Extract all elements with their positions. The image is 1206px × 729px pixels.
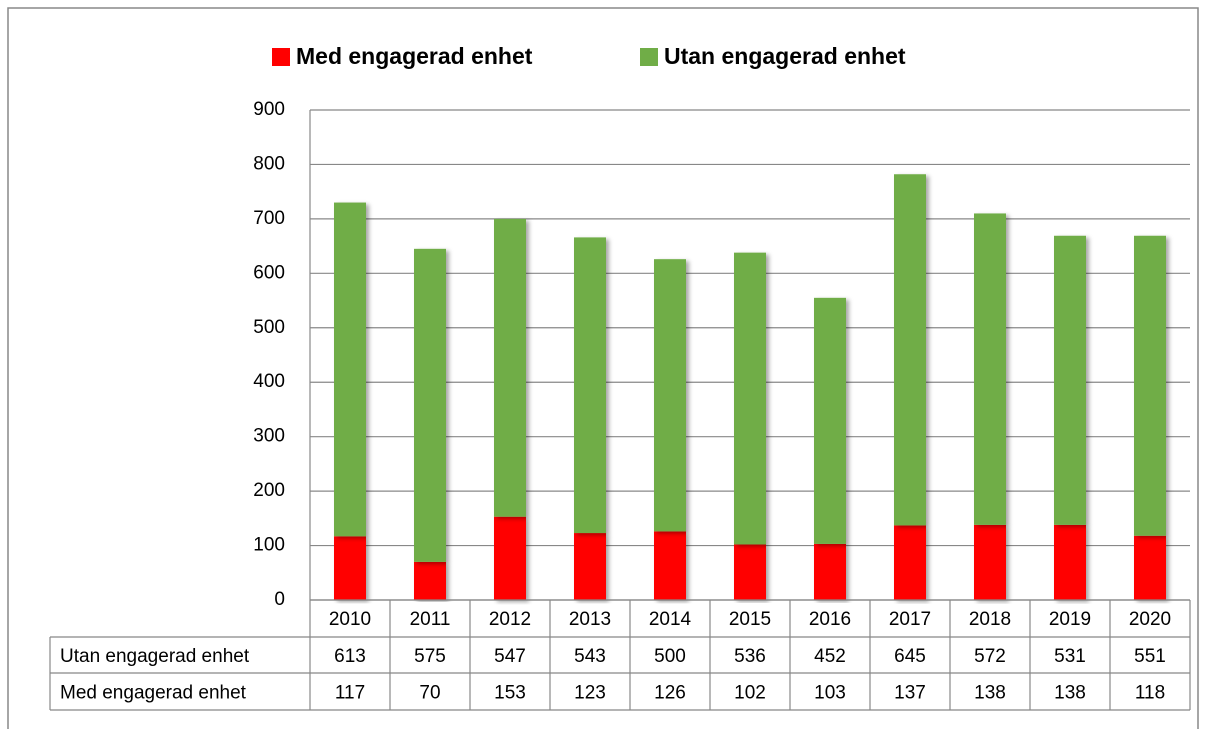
bar [574, 533, 606, 600]
x-tick-label: 2014 [649, 609, 692, 630]
table-cell: 645 [894, 646, 926, 667]
table-cell: 138 [1054, 683, 1086, 704]
bar [494, 218, 526, 517]
bar [1134, 535, 1166, 600]
legend-label: Utan engagerad enhet [664, 43, 906, 69]
bar [334, 536, 366, 600]
x-tick-label: 2019 [1049, 609, 1091, 630]
frame [7, 7, 1199, 729]
bar [1054, 524, 1086, 600]
bar [574, 237, 606, 534]
bar [974, 213, 1006, 525]
x-tick-label: 2017 [889, 609, 931, 630]
table-cell: 118 [1135, 683, 1165, 704]
legend-swatch [272, 48, 290, 66]
bar [1134, 235, 1166, 536]
bar [814, 543, 846, 600]
y-tick-label: 300 [253, 426, 285, 447]
table-row-label: Utan engagerad enhet [60, 646, 250, 667]
x-tick-label: 2015 [729, 609, 771, 630]
table-row-label: Med engagerad enhet [60, 683, 247, 704]
bar [414, 561, 446, 600]
bar [734, 252, 766, 545]
y-tick-label: 100 [253, 535, 285, 556]
x-tick-label: 2018 [969, 609, 1011, 630]
y-tick-label: 500 [253, 317, 285, 338]
table-cell: 126 [654, 683, 686, 704]
x-tick-label: 2011 [410, 609, 451, 630]
y-tick-label: 0 [274, 589, 285, 610]
x-tick-label: 2020 [1129, 609, 1171, 630]
legend-label: Med engagerad enhet [296, 43, 533, 69]
table-cell: 551 [1134, 646, 1166, 667]
legend-swatch [640, 48, 658, 66]
table-cell: 531 [1054, 646, 1086, 667]
table-cell: 547 [494, 646, 526, 667]
y-tick-label: 600 [253, 262, 285, 283]
table-cell: 543 [574, 646, 606, 667]
table-cell: 138 [974, 683, 1006, 704]
y-tick-label: 900 [253, 99, 285, 120]
bar [494, 516, 526, 600]
bar [894, 525, 926, 600]
bar [654, 259, 686, 532]
bar [334, 202, 366, 537]
table-cell: 70 [419, 683, 440, 704]
bar [894, 174, 926, 526]
y-tick-label: 200 [253, 480, 285, 501]
x-tick-label: 2012 [489, 609, 531, 630]
bar [1054, 235, 1086, 525]
table-cell: 103 [814, 683, 846, 704]
table-cell: 137 [894, 683, 926, 704]
table-cell: 613 [334, 646, 366, 667]
table-cell: 102 [734, 683, 766, 704]
y-tick-label: 400 [253, 371, 285, 392]
y-tick-label: 700 [253, 208, 285, 229]
bar [654, 531, 686, 600]
x-tick-label: 2013 [569, 609, 611, 630]
x-tick-label: 2010 [329, 609, 371, 630]
table-cell: 572 [974, 646, 1006, 667]
table-cell: 117 [335, 683, 365, 704]
table-cell: 153 [494, 683, 526, 704]
table-cell: 500 [654, 646, 686, 667]
bar [814, 297, 846, 544]
table-cell: 123 [574, 683, 606, 704]
bar [414, 248, 446, 562]
y-tick-label: 800 [253, 153, 285, 174]
table-cell: 452 [814, 646, 846, 667]
table-cell: 575 [414, 646, 446, 667]
table-cell: 536 [734, 646, 766, 667]
x-tick-label: 2016 [809, 609, 851, 630]
bar [734, 544, 766, 600]
bar [974, 524, 1006, 600]
